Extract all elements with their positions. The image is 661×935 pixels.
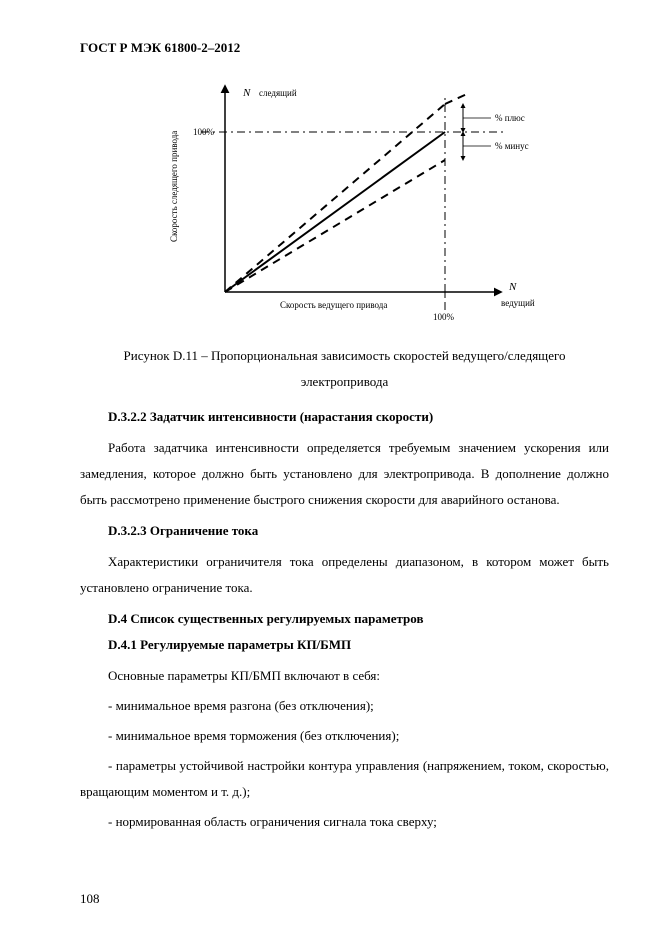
- page-number: 108: [80, 891, 100, 907]
- list-item: - нормированная область ограничения сигн…: [80, 809, 609, 835]
- chart-svg: % плюс % минус Nследящий 100% Скорость следя…: [135, 62, 555, 332]
- svg-text:ведущий: ведущий: [501, 298, 535, 308]
- svg-text:N: N: [242, 87, 251, 99]
- caption-line-1: Рисунок D.11 – Пропорциональная зависимо…: [124, 348, 566, 363]
- section-d4-title: D.4 Список существенных регулируемых пар…: [80, 611, 609, 627]
- svg-text:% минус: % минус: [495, 141, 529, 151]
- section-d41-title: D.4.1 Регулируемые параметры КП/БМП: [80, 637, 609, 653]
- section-d322-title: D.3.2.2 Задатчик интенсивности (нарастан…: [80, 409, 609, 425]
- list-intro: Основные параметры КП/БМП включают в себ…: [80, 663, 609, 689]
- svg-text:% плюс: % плюс: [495, 113, 525, 123]
- svg-text:100%: 100%: [433, 312, 455, 322]
- document-header: ГОСТ Р МЭК 61800-2–2012: [80, 40, 609, 56]
- caption-line-2: электропривода: [301, 374, 389, 389]
- page: ГОСТ Р МЭК 61800-2–2012 % плюс % минус Nсл…: [0, 0, 661, 935]
- figure-d11: % плюс % минус Nследящий 100% Скорость следя…: [80, 62, 609, 337]
- svg-text:следящий: следящий: [259, 88, 297, 98]
- list-item: - минимальное время торможения (без откл…: [80, 723, 609, 749]
- svg-text:N: N: [508, 281, 517, 293]
- section-d322-body: Работа задатчика интенсивности определяе…: [80, 435, 609, 513]
- list-item: - параметры устойчивой настройки контура…: [80, 753, 609, 805]
- list-item: - минимальное время разгона (без отключе…: [80, 693, 609, 719]
- svg-text:100%: 100%: [193, 127, 215, 137]
- svg-text:Скорость следящего привода: Скорость следящего привода: [169, 131, 179, 242]
- section-d323-title: D.3.2.3 Ограничение тока: [80, 523, 609, 539]
- svg-text:Скорость ведущего привода: Скорость ведущего привода: [280, 300, 387, 310]
- section-d323-body: Характеристики ограничителя тока определ…: [80, 549, 609, 601]
- figure-caption: Рисунок D.11 – Пропорциональная зависимо…: [80, 343, 609, 395]
